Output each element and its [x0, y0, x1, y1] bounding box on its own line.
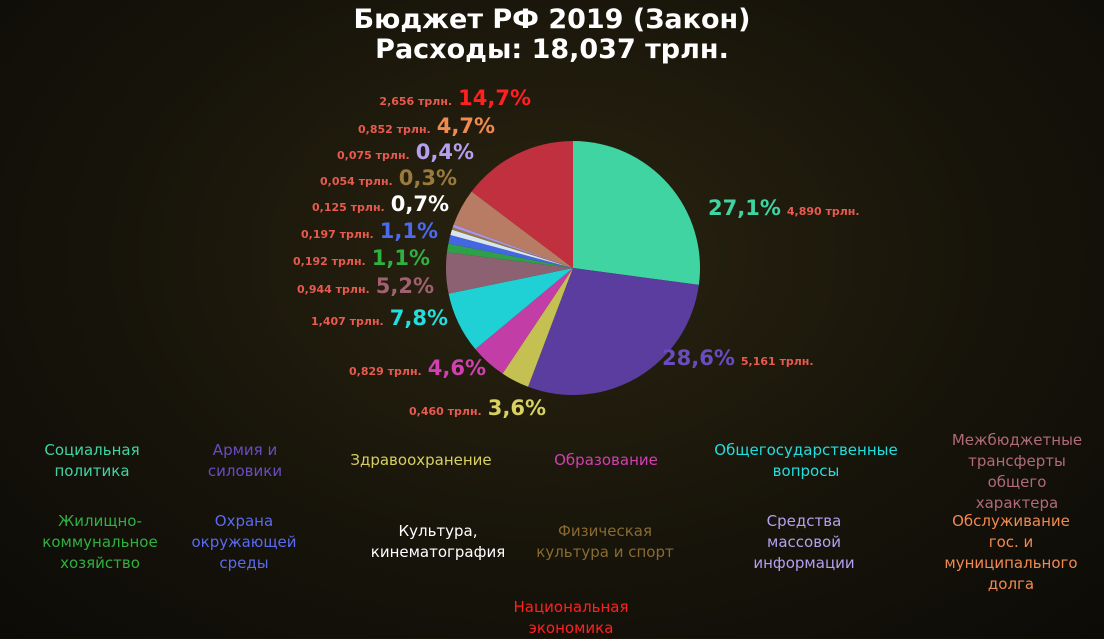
slice-percent: 3,6%	[487, 396, 546, 420]
pie-slice	[528, 268, 699, 395]
pie-slice	[448, 235, 573, 268]
slice-percent: 4,6%	[427, 356, 486, 380]
slice-amount: 0,829 трлн.	[349, 365, 422, 378]
legend-item: Образование	[554, 451, 658, 469]
legend-item: Обслуживание гос. и муниципального долга	[944, 512, 1078, 593]
slice-amount: 0,192 трлн.	[293, 255, 366, 268]
slice-label: 28,6% 5,161 трлн.	[662, 346, 814, 370]
slice-percent: 0,4%	[415, 140, 474, 164]
slice-percent: 5,2%	[375, 274, 434, 298]
slice-amount: 4,890 трлн.	[786, 205, 860, 218]
legend-item: Социальная политика	[44, 441, 140, 480]
pie-slice	[450, 229, 573, 268]
legend-item: Национальная экономика	[513, 598, 629, 637]
legend-item: Армия и силовики	[207, 441, 283, 480]
slice-label: 0,125 трлн. 0,7%	[312, 192, 449, 216]
slice-amount: 2,656 трлн.	[379, 95, 453, 108]
legend-item: Жилищно- коммунальное хозяйство	[42, 512, 158, 572]
legend-item: Физическая культура и спорт	[536, 522, 674, 561]
slice-percent: 0,3%	[398, 166, 457, 190]
legend-item: Общегосударственные вопросы	[714, 441, 898, 480]
pie-slice	[451, 227, 573, 268]
slice-percent: 7,8%	[389, 306, 448, 330]
slice-amount: 0,054 трлн.	[320, 175, 393, 188]
pie-slice	[453, 191, 573, 268]
legend-item: Межбюджетные трансферты общего характера	[951, 431, 1083, 512]
slice-amount: 0,075 трлн.	[337, 149, 410, 162]
slice-amount: 0,460 трлн.	[409, 405, 482, 418]
slice-percent: 1,1%	[371, 246, 430, 270]
pie-slice	[475, 268, 573, 374]
pie-slice	[502, 268, 573, 387]
slice-percent: 14,7%	[458, 86, 531, 110]
slice-label: 0,075 трлн. 0,4%	[337, 140, 474, 164]
pie-slice	[452, 224, 573, 268]
legend-item: Средства массовой информации	[753, 512, 855, 572]
slice-label: 0,054 трлн. 0,3%	[320, 166, 457, 190]
legend-item: Культура, кинематография	[370, 522, 506, 561]
slice-percent: 1,1%	[379, 219, 438, 243]
slice-percent: 4,7%	[436, 114, 495, 138]
chart-title: Бюджет РФ 2019 (Закон)	[353, 4, 751, 35]
slice-label: 0,192 трлн. 1,1%	[293, 246, 430, 270]
chart-subtitle: Расходы: 18,037 трлн.	[375, 34, 729, 65]
pie-slice	[446, 243, 573, 268]
slice-label: 0,460 трлн. 3,6%	[409, 396, 546, 420]
pie-slice	[448, 268, 573, 350]
legend-item: Здравоохранение	[350, 451, 492, 469]
slice-label: 0,829 трлн. 4,6%	[349, 356, 486, 380]
slice-label: 27,1% 4,890 трлн.	[708, 196, 860, 220]
slice-percent: 28,6%	[662, 346, 735, 370]
slice-label: 0,944 трлн. 5,2%	[297, 274, 434, 298]
pie-slice	[471, 141, 573, 268]
slice-label: 0,852 трлн. 4,7%	[358, 114, 495, 138]
slice-label: 2,656 трлн. 14,7%	[379, 86, 531, 110]
slice-label: 1,407 трлн. 7,8%	[311, 306, 448, 330]
slice-amount: 0,944 трлн.	[297, 283, 370, 296]
slice-amount: 0,197 трлн.	[301, 228, 374, 241]
legend-item: Охрана окружающей среды	[191, 512, 297, 572]
slice-amount: 5,161 трлн.	[740, 355, 814, 368]
slice-amount: 0,125 трлн.	[312, 201, 385, 214]
slice-percent: 0,7%	[390, 192, 449, 216]
pie-slice	[445, 252, 573, 294]
slice-label: 0,197 трлн. 1,1%	[301, 219, 438, 243]
slice-amount: 0,852 трлн.	[358, 123, 431, 136]
pie-slice	[573, 141, 700, 285]
slice-percent: 27,1%	[708, 196, 781, 220]
slice-amount: 1,407 трлн.	[311, 315, 384, 328]
